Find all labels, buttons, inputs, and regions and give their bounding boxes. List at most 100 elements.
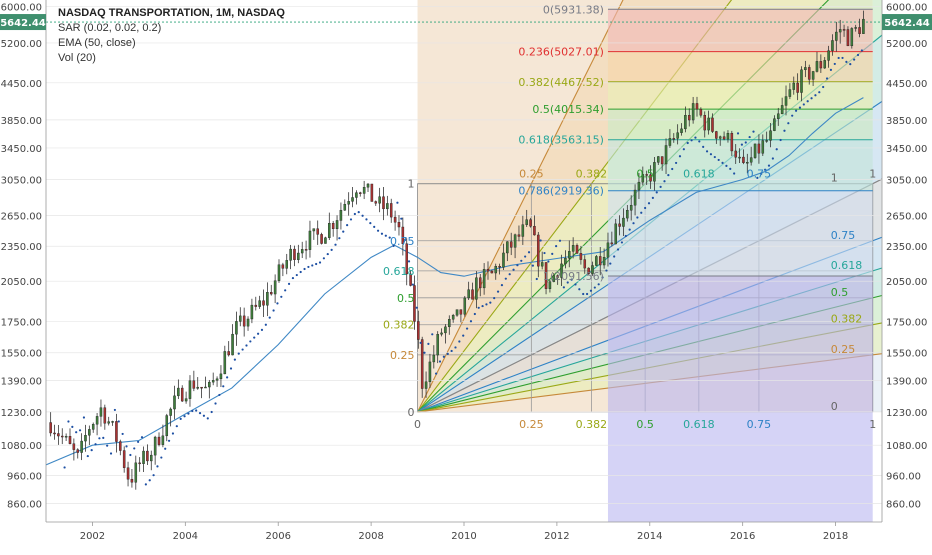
- candle-body: [575, 245, 579, 254]
- sar-dot: [756, 176, 759, 179]
- y-tick-right: 4450.00: [886, 79, 927, 90]
- sar-dot: [442, 355, 445, 358]
- candle-body: [649, 174, 652, 182]
- sar-dot: [67, 420, 70, 423]
- sar-dot: [117, 420, 120, 423]
- candle-body: [153, 436, 157, 456]
- fib-level-label: 0(5931.38): [543, 3, 604, 16]
- sar-dot: [593, 286, 596, 289]
- sar-dot: [582, 292, 585, 296]
- sar-dot: [315, 262, 318, 266]
- candle-body: [792, 82, 796, 90]
- candle-body: [769, 130, 772, 141]
- candle-body: [134, 462, 138, 483]
- sar-dot: [520, 259, 523, 262]
- candle-body: [312, 228, 316, 232]
- candle-body: [177, 387, 180, 397]
- sar-dot: [508, 273, 511, 276]
- sar-dot: [462, 334, 465, 337]
- sar-dot: [806, 100, 809, 103]
- sar-dot: [396, 201, 399, 204]
- sar-dot: [686, 141, 689, 145]
- sar-dot: [524, 255, 527, 258]
- candle-body: [227, 351, 230, 356]
- candle-body: [115, 421, 118, 442]
- sar-dot: [613, 255, 616, 258]
- sar-dot: [187, 412, 190, 415]
- candle-body: [235, 321, 238, 335]
- candle-body: [676, 132, 679, 139]
- candle-body: [196, 386, 199, 389]
- candle-body: [111, 421, 114, 423]
- fan-label-left: 0: [408, 406, 415, 419]
- sar-dot: [531, 264, 534, 267]
- candle-body: [285, 260, 289, 269]
- candle-body: [146, 450, 149, 462]
- sar-dot: [760, 172, 763, 175]
- candle-body: [838, 29, 842, 33]
- sar-dot: [125, 445, 128, 448]
- fan-label-left: 0.25: [390, 349, 415, 362]
- candle-body: [432, 354, 436, 363]
- x-tick-label: 2006: [265, 531, 290, 542]
- fan-label-left: 0.75: [390, 235, 415, 248]
- candle-body: [699, 108, 703, 116]
- y-tick-right: 1230.00: [886, 408, 927, 419]
- sar-dot: [222, 385, 225, 388]
- sar-dot: [775, 148, 778, 151]
- sar-dot: [268, 316, 271, 319]
- sar-dot: [527, 251, 531, 254]
- sar-dot: [369, 222, 372, 225]
- candle-body: [850, 28, 854, 47]
- candle-body: [184, 398, 188, 402]
- candle-body: [49, 422, 52, 434]
- y-tick-left: 860.00: [7, 499, 42, 510]
- fan-label-right: 0.5: [831, 286, 849, 299]
- sar-dot: [655, 191, 658, 194]
- candle-body: [436, 334, 439, 356]
- sar-dot: [810, 97, 813, 100]
- y-tick-left: 5200.00: [1, 39, 42, 50]
- sar-dot: [241, 348, 244, 351]
- sar-dot: [458, 340, 461, 343]
- candle-body: [84, 435, 87, 442]
- sar-dot: [63, 466, 66, 469]
- sar-dot: [601, 276, 604, 279]
- sar-dot: [667, 174, 670, 177]
- sar-dot: [198, 411, 202, 415]
- candle-body: [335, 220, 339, 230]
- sar-dot: [779, 138, 782, 142]
- sar-dot: [849, 63, 852, 66]
- fan-line: [417, 0, 624, 413]
- candle-body: [393, 216, 397, 223]
- candle-body: [397, 222, 401, 228]
- candle-body: [475, 277, 478, 300]
- candle-body: [610, 242, 614, 245]
- candle-body: [846, 29, 850, 47]
- sar-dot: [651, 196, 654, 199]
- left-axis-bg: [0, 0, 46, 550]
- fan-label-bottom: 0.618: [683, 418, 715, 431]
- sar-dot: [616, 248, 620, 251]
- y-tick-right: 960.00: [886, 471, 921, 482]
- y-tick-left: 1390.00: [1, 377, 42, 388]
- sar-dot: [748, 135, 751, 139]
- candle-body: [583, 259, 587, 269]
- sar-dot: [86, 454, 89, 458]
- candle-body: [598, 256, 602, 266]
- sar-dot: [156, 465, 159, 468]
- fan-label-left: 0.618: [383, 265, 415, 278]
- x-tick-label: 2002: [80, 531, 105, 542]
- candle-body: [827, 50, 830, 61]
- sar-dot: [183, 415, 186, 418]
- sar-dot: [361, 214, 364, 217]
- y-tick-left: 2650.00: [1, 211, 42, 222]
- sar-dot: [214, 402, 217, 405]
- candle-body: [568, 251, 571, 259]
- sar-dot: [334, 243, 337, 246]
- sar-dot: [376, 229, 380, 232]
- fan-label-left: 0.5: [397, 292, 415, 305]
- fan-label-bottom: 0.25: [519, 418, 544, 431]
- sar-dot: [342, 230, 345, 233]
